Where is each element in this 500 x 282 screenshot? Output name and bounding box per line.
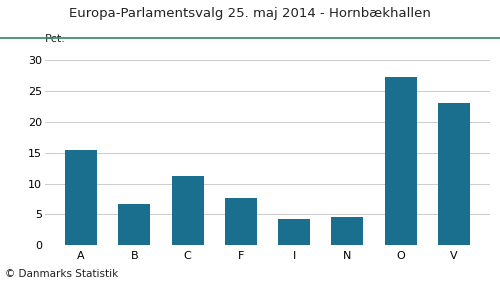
Bar	[118, 204, 150, 245]
Bar	[225, 199, 257, 245]
Bar	[172, 176, 203, 245]
Text: Pct.: Pct.	[45, 34, 66, 44]
Bar	[384, 77, 416, 245]
Bar	[65, 150, 97, 245]
Bar	[438, 103, 470, 245]
Text: Europa-Parlamentsvalg 25. maj 2014 - Hornbækhallen: Europa-Parlamentsvalg 25. maj 2014 - Hor…	[69, 7, 431, 20]
Text: © Danmarks Statistik: © Danmarks Statistik	[5, 269, 118, 279]
Bar	[332, 217, 364, 245]
Bar	[278, 219, 310, 245]
